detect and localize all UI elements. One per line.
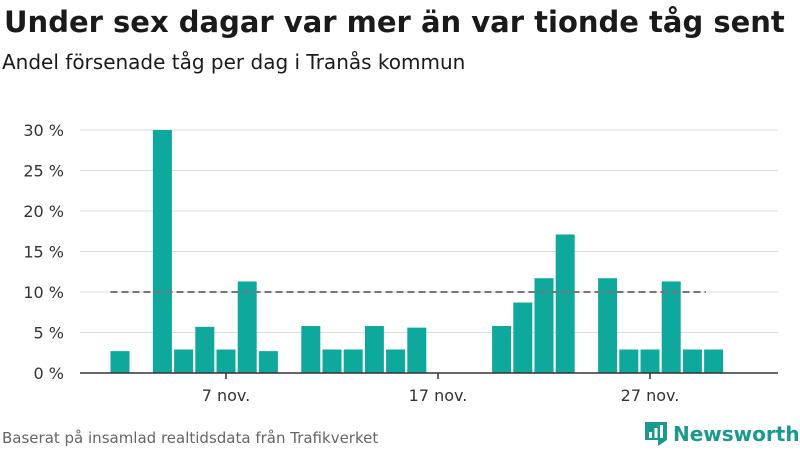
bar [216,349,236,373]
bar [555,234,575,373]
delayed-trains-bar-chart: 0 % 5 % 10 % 15 % 20 % 25 % 30 % 7 nov. 17 nov. 2… [23,121,778,405]
y-tick-label: 15 % [23,243,64,262]
bar [301,326,321,373]
source-note: Baserat på insamlad realtidsdata från Tr… [2,429,379,447]
bar [492,326,512,373]
x-tick-label: 17 nov. [409,386,468,405]
chart-subtitle: Andel försenade tåg per dag i Tranås kom… [2,50,466,74]
x-tick-label: 27 nov. [621,386,680,405]
bar [322,349,342,373]
bar [407,327,427,373]
newsworthy-logo[interactable]: Newsworthy [644,420,800,448]
bar-chart-logo-icon [645,422,667,446]
bar [619,349,639,373]
bar [343,349,363,373]
bar [534,278,554,373]
bar [704,349,724,373]
bar [513,302,533,373]
y-tick-label: 5 % [34,324,64,343]
bar [598,278,618,373]
x-tick-label: 7 nov. [202,386,251,405]
bar [682,349,702,373]
y-tick-label: 25 % [23,162,64,181]
bar [640,349,660,373]
bar [237,281,257,373]
bar [258,351,278,373]
y-tick-label: 10 % [23,283,64,302]
bar [110,351,130,373]
brand-name: Newsworthy [673,422,800,446]
bar [174,349,194,373]
y-tick-label: 20 % [23,202,64,221]
bar [152,130,172,373]
bar [195,326,215,373]
bar [386,349,406,373]
y-tick-label: 0 % [34,364,64,383]
bar [661,281,681,373]
chart-title: Under sex dagar var mer än var tionde tå… [4,5,785,39]
y-tick-label: 30 % [23,121,64,140]
bar [364,326,384,373]
